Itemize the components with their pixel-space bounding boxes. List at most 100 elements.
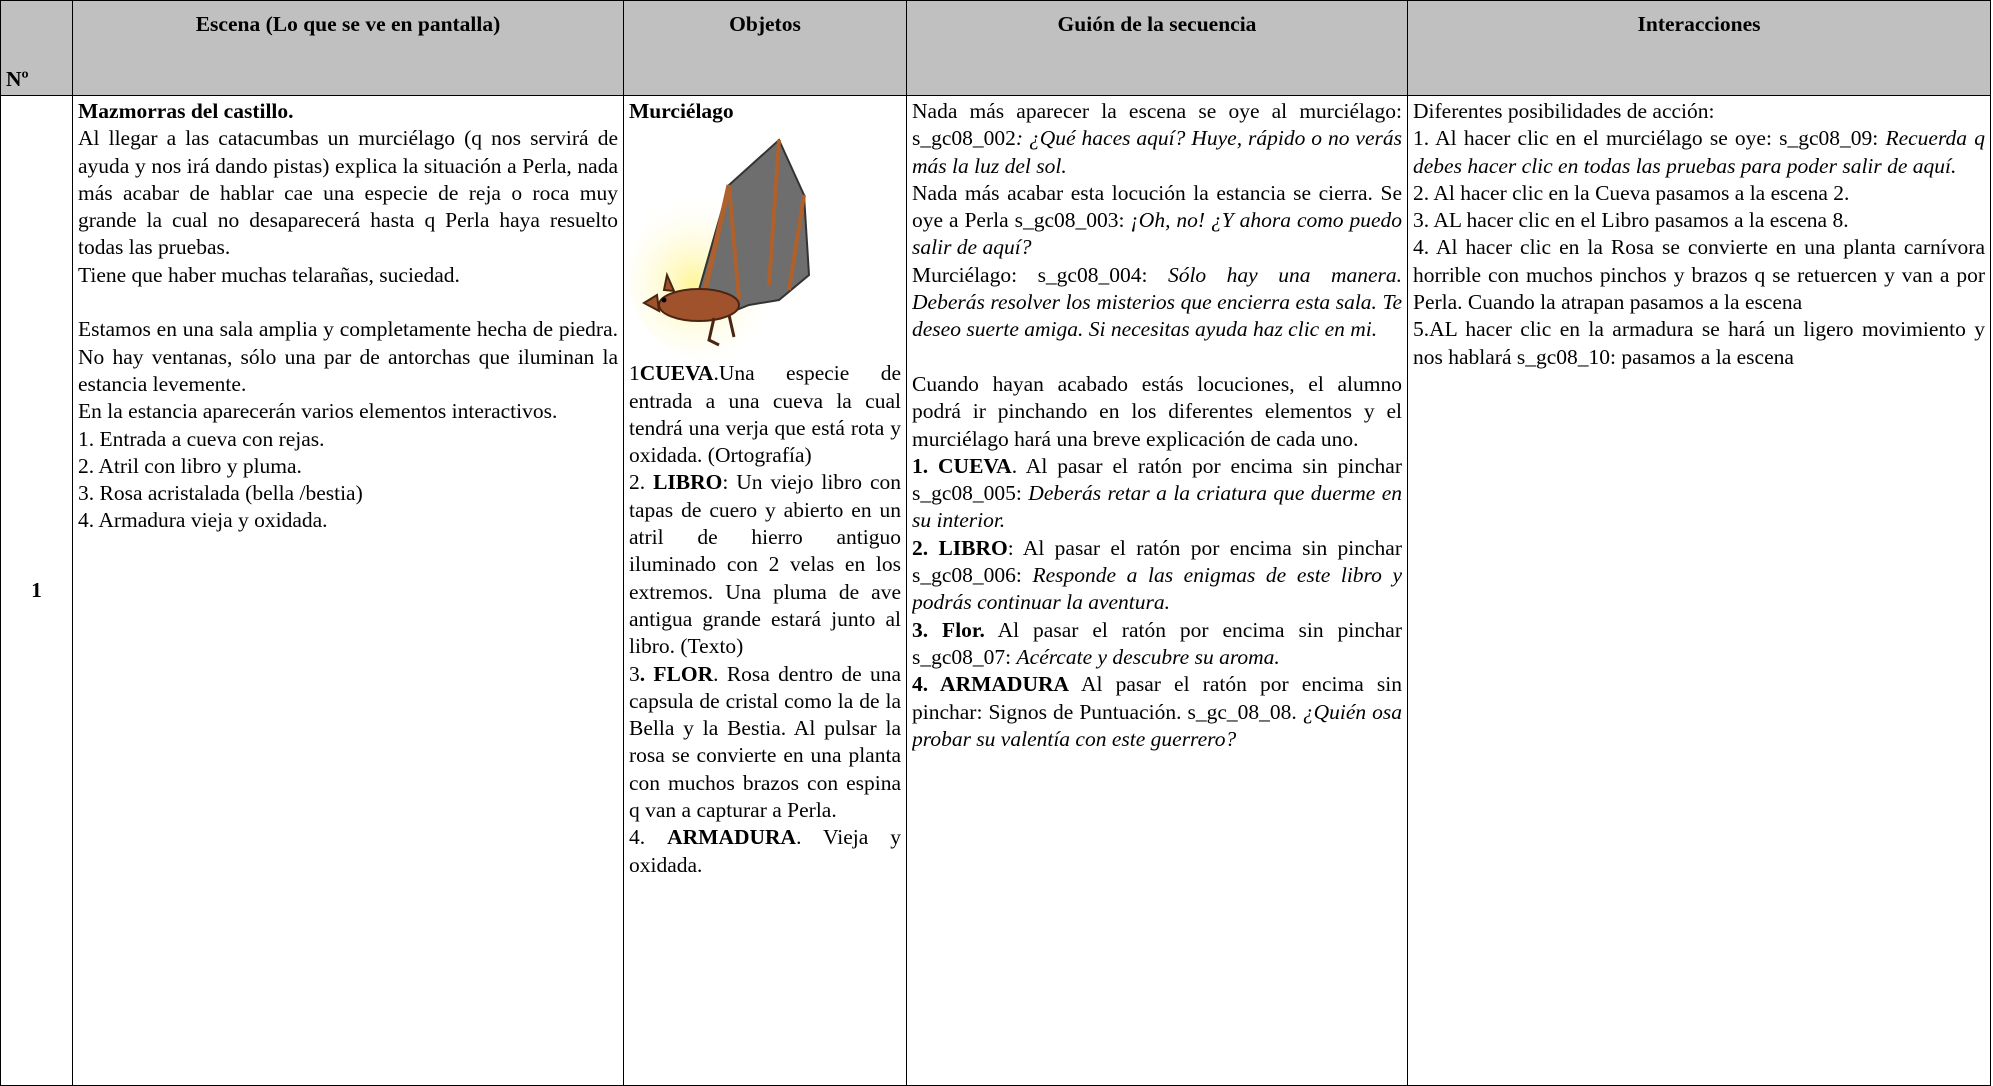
- text-run: . Vieja y oxidada.: [629, 825, 901, 877]
- text-block: Diferentes posibilidades de acción: 1. Al…: [1413, 98, 1985, 371]
- text-run: 1: [629, 361, 640, 386]
- script-cell: Nada más aparecer la escena se oye al mu…: [906, 95, 1408, 1086]
- cell-content: Murciélago 1CUEVA.Una especie de entrada…: [629, 98, 901, 1083]
- text-line: 2. LIBRO: Al pasar el ratón por encima s…: [912, 535, 1402, 617]
- text-line: 4. Al hacer clic en la Rosa se convierte…: [1413, 234, 1985, 316]
- text-line: 3. Flor. Al pasar el ratón por encima si…: [912, 617, 1402, 672]
- text-line: 3. AL hacer clic en el Libro pasamos a l…: [1413, 207, 1985, 234]
- text-line: 4. ARMADURA Al pasar el ratón por encima…: [912, 671, 1402, 753]
- scene-row: 1 Mazmorras del castillo. Al llegar a las…: [0, 95, 1991, 1086]
- text-run: Murciélago: s_gc08_004:: [912, 262, 1168, 287]
- text-line: Mazmorras del castillo.: [78, 98, 618, 125]
- text-run: 3. Rosa acristalada (bella /bestia): [78, 481, 363, 506]
- text-run: Tiene que haber muchas telarañas, sucied…: [78, 262, 460, 287]
- italic-run: Sólo hay una manera. Deberás resolver lo…: [912, 262, 1402, 342]
- bold-run: 1. CUEVA: [912, 453, 1012, 478]
- text-run: 3: [629, 661, 640, 686]
- text-line: 3. Rosa acristalada (bella /bestia): [78, 480, 618, 507]
- cell-text: Nada más aparecer la escena se oye al mu…: [912, 98, 1402, 1083]
- text-run: Nada más acabar esta locución la estanci…: [912, 180, 1402, 233]
- text-line: Nada más acabar esta locución la estanci…: [912, 180, 1402, 262]
- text-block: Estamos en una sala amplia y completamen…: [78, 316, 618, 534]
- text-run: En la estancia aparecerán varios element…: [78, 399, 558, 424]
- bold-run: Mazmorras del castillo.: [78, 99, 294, 123]
- text-line: Murciélago: s_gc08_004: Sólo hay una man…: [912, 262, 1402, 344]
- text-run: Diferentes posibilidades de acción:: [1413, 99, 1715, 123]
- text-run: Nada más aparecer la escena se oye al mu…: [912, 99, 1402, 151]
- text-run: 1. Al hacer clic en el murciélago se oye…: [1413, 126, 1886, 151]
- text-block: Mazmorras del castillo. Al llegar a las c…: [78, 98, 618, 289]
- cell-text: Mazmorras del castillo. Al llegar a las c…: [78, 98, 618, 1083]
- bold-run: ARMADURA: [667, 825, 797, 850]
- text-run: Al pasar el ratón por encima sin pinchar…: [912, 672, 1402, 724]
- text-run: Al llegar a las catacumbas un murciélago…: [78, 126, 618, 260]
- text-run: 4.: [629, 825, 668, 850]
- bold-run: 4. ARMADURA: [912, 672, 1070, 697]
- text-run: .Una especie de entrada a una cueva la c…: [629, 361, 901, 468]
- italic-run: ¡Oh, no! ¿Y ahora como puedo salir de aq…: [912, 208, 1402, 260]
- interactions-cell: Diferentes posibilidades de acción: 1. Al…: [1407, 95, 1991, 1086]
- text-line: 2. Atril con libro y pluma.: [78, 453, 618, 480]
- text-run: 1. Entrada a cueva con rejas.: [78, 426, 325, 451]
- header-cell: Interacciones: [1407, 0, 1991, 96]
- text-line: Diferentes posibilidades de acción:: [1413, 98, 1985, 125]
- text-line: 1. Al hacer clic en el murciélago se oye…: [1413, 125, 1985, 180]
- text-line: Cuando hayan acabado estás locuciones, e…: [912, 371, 1402, 453]
- text-line: Nada más aparecer la escena se oye al mu…: [912, 98, 1402, 180]
- text-run: 2. Al hacer clic en la Cueva pasamos a l…: [1413, 180, 1850, 205]
- text-line: 5.AL hacer clic en la armadura se hará u…: [1413, 316, 1985, 371]
- italic-run: Responde a las enigmas de este libro y p…: [912, 563, 1402, 615]
- text-line: 1. Entrada a cueva con rejas.: [78, 426, 618, 453]
- italic-run: Acércate y descubre su aroma.: [1016, 644, 1280, 669]
- bold-run: 2. LIBRO: [912, 535, 1008, 560]
- header-cell: Objetos: [623, 0, 907, 96]
- text-block: 1CUEVA.Una especie de entrada a una cuev…: [629, 360, 901, 879]
- bat-illustration: [629, 138, 811, 361]
- text-line: 4. Armadura vieja y oxidada.: [78, 507, 618, 534]
- text-run: 4. Armadura vieja y oxidada.: [78, 508, 328, 533]
- objects-cell: Murciélago 1CUEVA.Una especie de entrada…: [623, 95, 907, 1086]
- scene-cell: Mazmorras del castillo. Al llegar a las c…: [72, 95, 624, 1086]
- text-run: : Al pasar el ratón por encima sin pinch…: [912, 535, 1402, 588]
- text-line: 2. LIBRO: Un viejo libro con tapas de cu…: [629, 469, 901, 660]
- text-line: Al llegar a las catacumbas un murciélago…: [78, 125, 618, 261]
- text-run: Estamos en una sala amplia y completamen…: [78, 317, 618, 396]
- text-run: 3. AL hacer clic en el Libro pasamos a l…: [1413, 208, 1849, 233]
- italic-run: ¿Quién osa probar su valentía con este g…: [912, 699, 1402, 751]
- bold-run: LIBRO: [653, 470, 723, 495]
- text-run: 2. Atril con libro y pluma.: [78, 453, 302, 478]
- text-line: Tiene que haber muchas telarañas, sucied…: [78, 262, 618, 289]
- text-block: Nada más aparecer la escena se oye al mu…: [912, 98, 1402, 344]
- italic-run: Recuerda q debes hacer clic en todas las…: [1413, 126, 1985, 178]
- cell-text: Diferentes posibilidades de acción: 1. Al…: [1413, 98, 1985, 1083]
- text-run: 4. Al hacer clic en la Rosa se convierte…: [1413, 235, 1985, 315]
- text-run: : Un viejo libro con tapas de cuero y ab…: [629, 470, 901, 659]
- text-line: Estamos en una sala amplia y completamen…: [78, 316, 618, 398]
- text-run: 5.AL hacer clic en la armadura se hará u…: [1413, 317, 1985, 369]
- text-line: 1CUEVA.Una especie de entrada a una cuev…: [629, 360, 901, 469]
- header-cell: Escena (Lo que se ve en pantalla): [72, 0, 624, 96]
- text-run: 2.: [629, 470, 654, 495]
- text-line: 3. FLOR. Rosa dentro de una capsula de c…: [629, 661, 901, 825]
- text-run: . Rosa dentro de una capsula de cristal …: [629, 661, 901, 823]
- text-run: Cuando hayan acabado estás locuciones, e…: [912, 371, 1402, 451]
- text-run: . Al pasar el ratón por encima sin pinch…: [912, 453, 1402, 506]
- text-line: 1. CUEVA. Al pasar el ratón por encima s…: [912, 453, 1402, 535]
- text-line: En la estancia aparecerán varios element…: [78, 398, 618, 425]
- italic-run: Deberás retar a la criatura que duerme e…: [912, 481, 1402, 533]
- text-run: Al pasar el ratón por encima sin pinchar…: [912, 617, 1402, 669]
- text-block: Cuando hayan acabado estás locuciones, e…: [912, 371, 1402, 753]
- header-row: Nº Escena (Lo que se ve en pantalla) Obj…: [0, 0, 1991, 96]
- header-cell: Nº: [0, 0, 73, 96]
- text-line: 4. ARMADURA. Vieja y oxidada.: [629, 824, 901, 879]
- header-cell: Guión de la secuencia: [906, 0, 1408, 96]
- bold-run: CUEVA: [639, 361, 714, 386]
- object-title: Murciélago: [629, 99, 734, 123]
- row-number: 1: [0, 95, 73, 1086]
- italic-run: : ¿Qué haces aquí? Huye, rápido o no ver…: [912, 126, 1402, 178]
- bold-run: . FLOR: [639, 661, 714, 686]
- bold-run: 3. Flor.: [912, 617, 985, 642]
- text-line: 2. Al hacer clic en la Cueva pasamos a l…: [1413, 180, 1985, 207]
